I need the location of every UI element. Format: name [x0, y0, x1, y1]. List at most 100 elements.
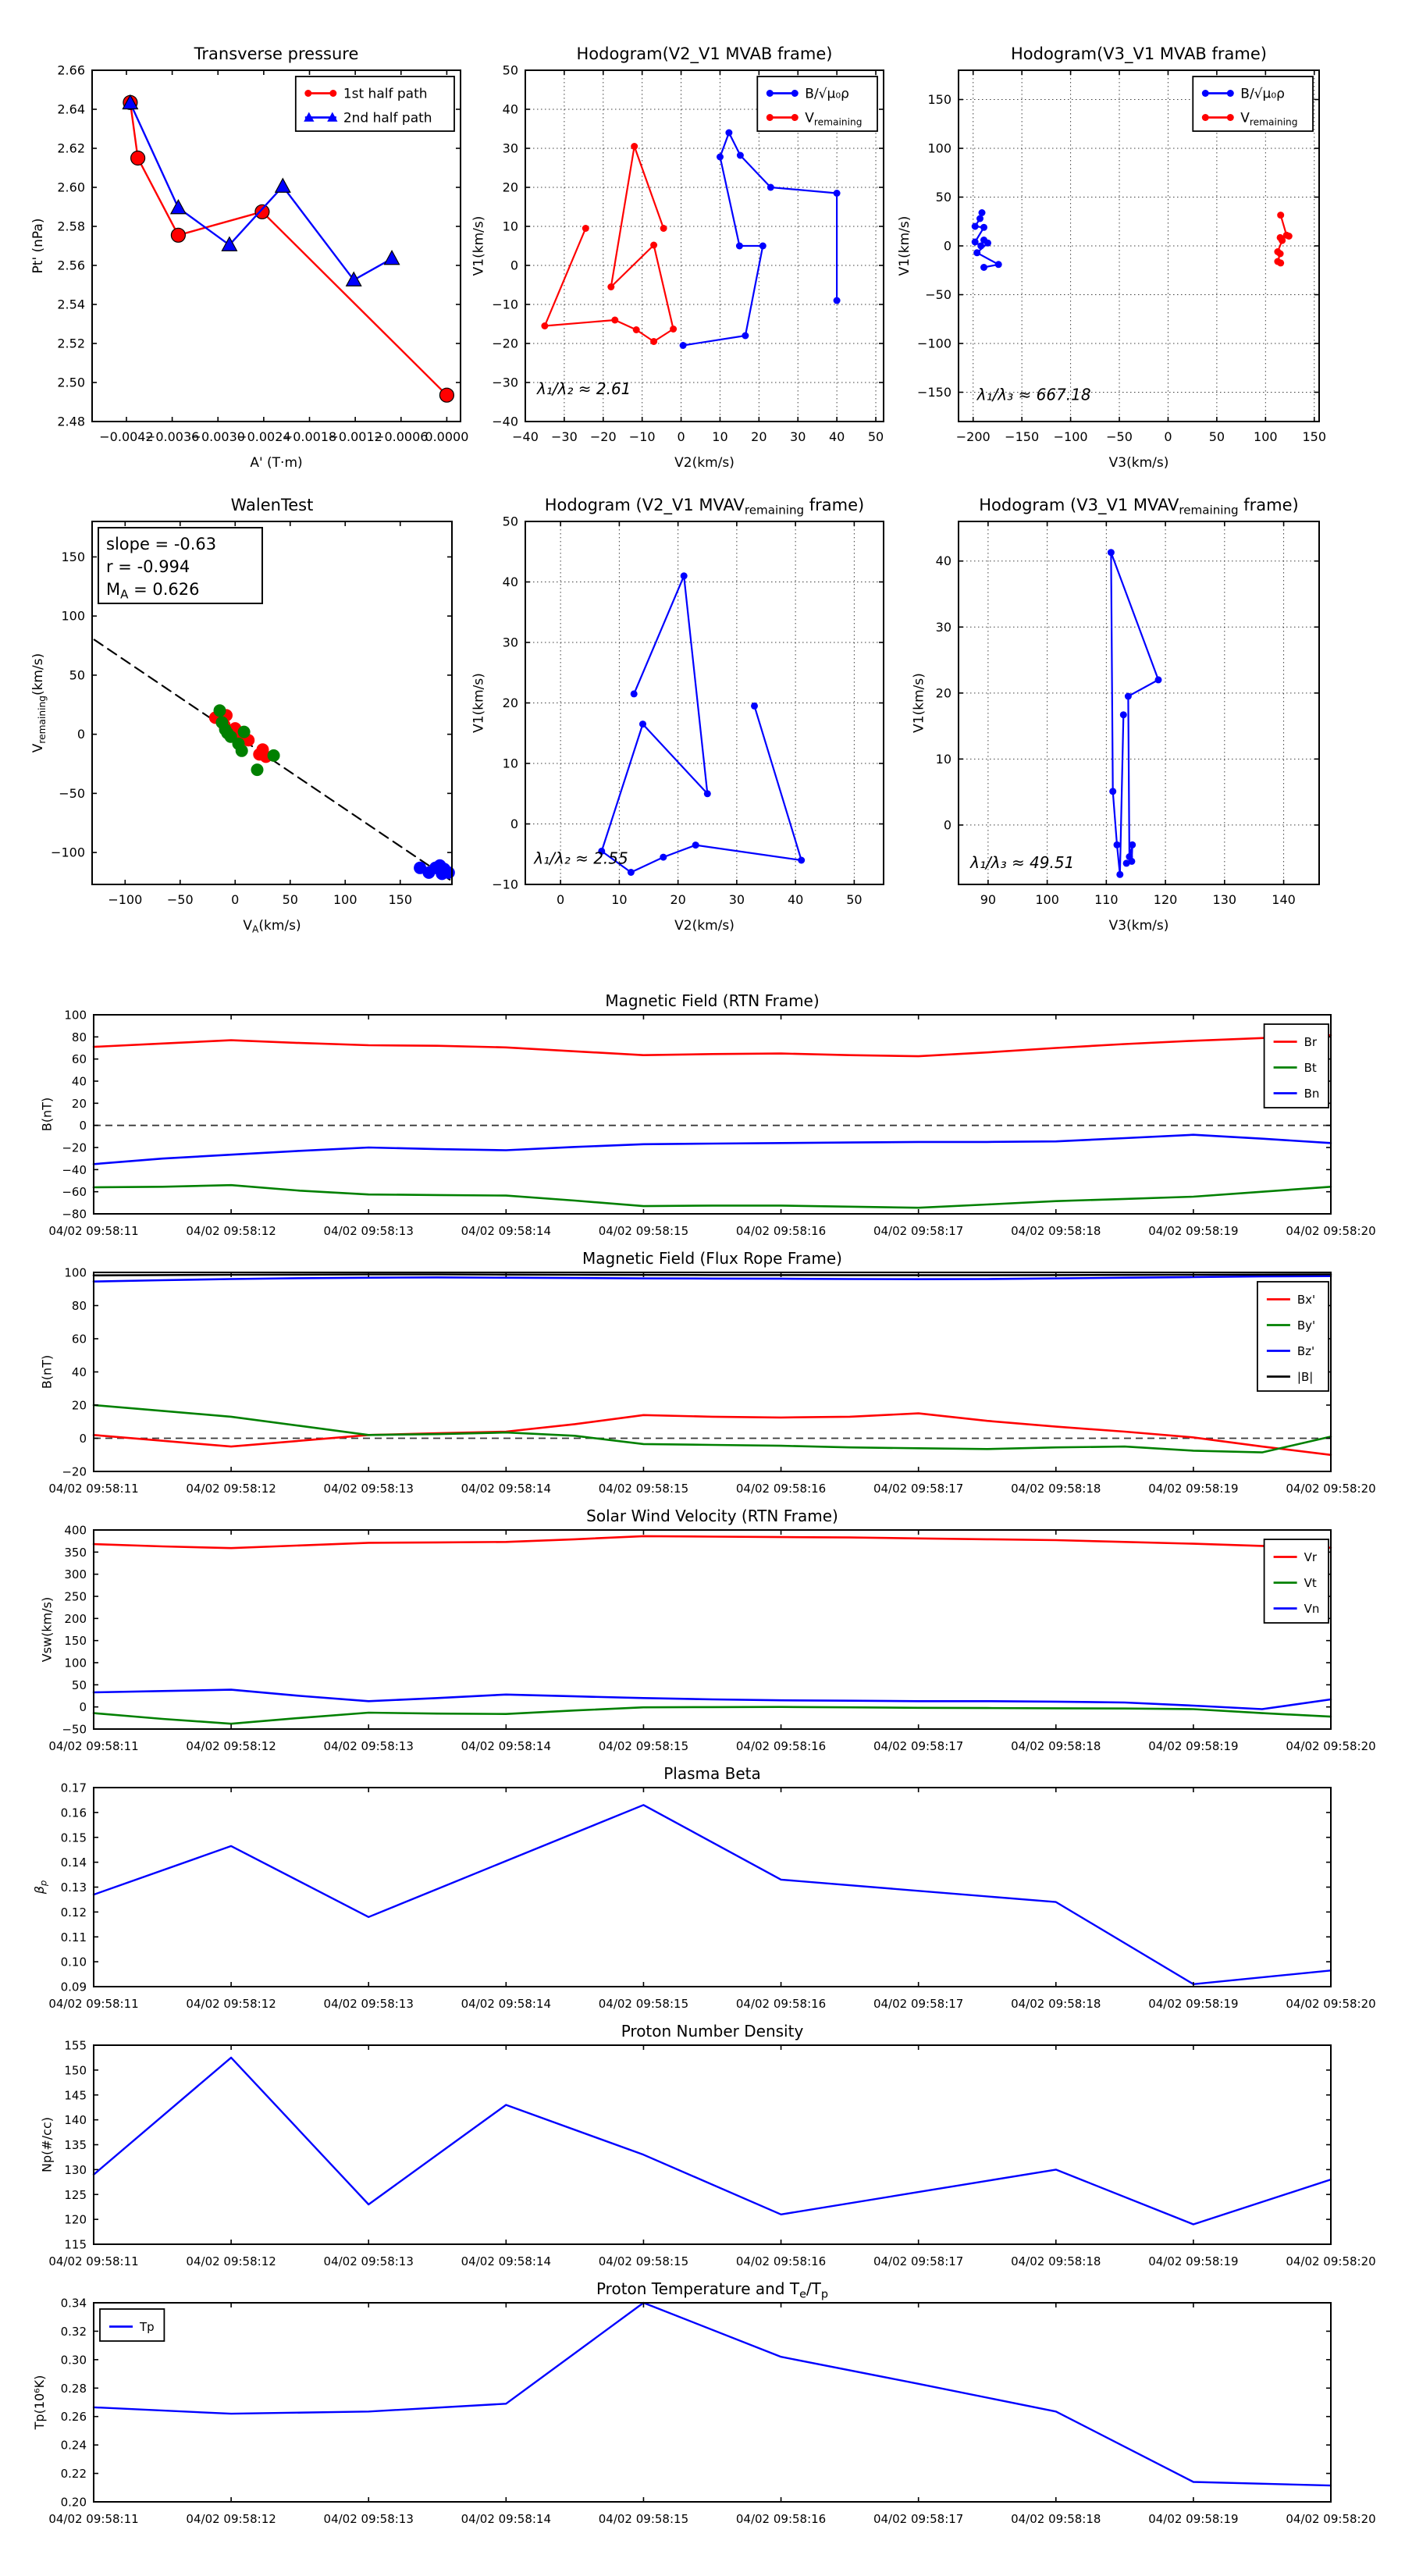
svg-text:Plasma Beta: Plasma Beta — [663, 1764, 761, 1783]
svg-text:0: 0 — [79, 1432, 87, 1446]
svg-text:A' (T·m): A' (T·m) — [250, 455, 302, 471]
svg-text:0.30: 0.30 — [61, 2353, 87, 2367]
svg-text:20: 20 — [503, 696, 518, 710]
svg-text:10: 10 — [936, 752, 951, 767]
svg-text:04/02 09:58:18: 04/02 09:58:18 — [1011, 2512, 1101, 2526]
svg-text:04/02 09:58:11: 04/02 09:58:11 — [48, 1482, 138, 1496]
svg-text:−50: −50 — [167, 892, 194, 907]
svg-text:50: 50 — [503, 63, 518, 78]
svg-text:20: 20 — [72, 1097, 87, 1111]
svg-text:−50: −50 — [59, 786, 85, 801]
svg-text:04/02 09:58:17: 04/02 09:58:17 — [873, 2254, 963, 2268]
svg-text:04/02 09:58:15: 04/02 09:58:15 — [599, 1739, 688, 1753]
svg-text:−100: −100 — [108, 892, 142, 907]
svg-text:Bx': Bx' — [1297, 1293, 1315, 1307]
svg-text:V1(km/s): V1(km/s) — [897, 216, 912, 276]
chart-magnetic-field-flux-rope: 04/02 09:58:11 04/02 09:58:12 04/02 09:58:… — [39, 1249, 1375, 1496]
chart-hodogram-v2v1-mvab: −40 −30 −20 −10 0 10 20 30 40 50 −40 −30 −20 −10 0 10 20… — [471, 44, 884, 471]
svg-text:04/02 09:58:16: 04/02 09:58:16 — [736, 1482, 826, 1496]
svg-text:04/02 09:58:12: 04/02 09:58:12 — [186, 1482, 276, 1496]
svg-text:−10: −10 — [492, 877, 518, 892]
svg-text:40: 40 — [788, 892, 803, 907]
svg-text:V1(km/s): V1(km/s) — [471, 216, 486, 276]
svg-text:04/02 09:58:14: 04/02 09:58:14 — [461, 1739, 551, 1753]
svg-text:10: 10 — [712, 429, 727, 444]
svg-text:04/02 09:58:17: 04/02 09:58:17 — [873, 1224, 963, 1238]
svg-text:−100: −100 — [1054, 429, 1088, 444]
svg-text:150: 150 — [64, 1634, 87, 1648]
svg-text:04/02 09:58:14: 04/02 09:58:14 — [461, 1482, 551, 1496]
svg-text:2.60: 2.60 — [57, 180, 85, 195]
svg-text:0.26: 0.26 — [61, 2410, 87, 2424]
svg-text:−40: −40 — [492, 415, 518, 429]
chart-solar-wind-velocity-rtn: 04/02 09:58:11 04/02 09:58:12 04/02 09:58:… — [39, 1507, 1375, 1753]
svg-text:04/02 09:58:20: 04/02 09:58:20 — [1286, 1739, 1375, 1753]
svg-text:WalenTest: WalenTest — [231, 496, 314, 514]
svg-text:2.62: 2.62 — [57, 141, 85, 156]
svg-text:Bn: Bn — [1304, 1087, 1320, 1101]
svg-text:−50: −50 — [925, 287, 951, 302]
svg-text:Hodogram(V2_V1 MVAB frame): Hodogram(V2_V1 MVAB frame) — [577, 44, 833, 64]
svg-text:120: 120 — [64, 2213, 87, 2227]
svg-text:Pt' (nPa): Pt' (nPa) — [30, 219, 46, 274]
svg-text:40: 40 — [503, 102, 518, 117]
svg-text:−40: −40 — [512, 429, 539, 444]
svg-text:04/02 09:58:16: 04/02 09:58:16 — [736, 2254, 826, 2268]
svg-text:Vremaining: Vremaining — [1240, 111, 1297, 128]
svg-text:−150: −150 — [917, 385, 951, 400]
svg-text:−0.0006: −0.0006 — [374, 429, 428, 444]
svg-text:04/02 09:58:13: 04/02 09:58:13 — [324, 2512, 414, 2526]
svg-text:Proton Temperature and Te/Tp: Proton Temperature and Te/Tp — [596, 2279, 828, 2300]
svg-text:100: 100 — [1254, 429, 1278, 444]
svg-text:0.22: 0.22 — [61, 2467, 87, 2481]
svg-text:Transverse pressure: Transverse pressure — [194, 44, 359, 63]
svg-text:−100: −100 — [51, 845, 85, 860]
svg-text:λ₁/λ₃ ≈ 49.51: λ₁/λ₃ ≈ 49.51 — [969, 853, 1074, 872]
svg-text:10: 10 — [503, 756, 518, 771]
svg-text:04/02 09:58:20: 04/02 09:58:20 — [1286, 1224, 1375, 1238]
svg-text:50: 50 — [846, 892, 862, 907]
svg-text:By': By' — [1297, 1318, 1315, 1332]
svg-text:04/02 09:58:11: 04/02 09:58:11 — [48, 2512, 138, 2526]
svg-text:50: 50 — [936, 190, 951, 205]
chart-magnetic-field-rtn: 04/02 09:58:11 04/02 09:58:12 04/02 09:58:… — [39, 991, 1375, 1238]
svg-text:0.15: 0.15 — [61, 1831, 87, 1845]
svg-text:04/02 09:58:12: 04/02 09:58:12 — [186, 1739, 276, 1753]
svg-text:B(nT): B(nT) — [39, 1098, 54, 1131]
svg-text:−60: −60 — [62, 1185, 87, 1199]
svg-text:B/√μ₀ρ: B/√μ₀ρ — [805, 87, 849, 102]
svg-text:40: 40 — [72, 1365, 87, 1379]
svg-text:−0.0042: −0.0042 — [99, 429, 153, 444]
svg-text:100: 100 — [1035, 892, 1059, 907]
chart-proton-temperature: 04/02 09:58:11 04/02 09:58:12 04/02 09:58:… — [32, 2279, 1375, 2526]
svg-text:04/02 09:58:16: 04/02 09:58:16 — [736, 1739, 826, 1753]
svg-text:0.28: 0.28 — [61, 2382, 87, 2396]
svg-text:0.09: 0.09 — [61, 1980, 87, 1994]
svg-text:0.20: 0.20 — [61, 2496, 87, 2510]
svg-text:−30: −30 — [492, 375, 518, 390]
svg-text:80: 80 — [72, 1030, 87, 1044]
svg-text:04/02 09:58:11: 04/02 09:58:11 — [48, 1997, 138, 2011]
svg-text:0: 0 — [231, 892, 239, 907]
svg-text:20: 20 — [751, 429, 767, 444]
svg-text:−0.0030: −0.0030 — [191, 429, 245, 444]
svg-text:Vremaining(km/s): Vremaining(km/s) — [30, 653, 48, 753]
svg-text:Proton Number Density: Proton Number Density — [621, 2022, 804, 2041]
svg-text:40: 40 — [72, 1075, 87, 1089]
svg-text:−0.0036: −0.0036 — [145, 429, 199, 444]
svg-text:04/02 09:58:19: 04/02 09:58:19 — [1148, 2254, 1238, 2268]
svg-text:0.16: 0.16 — [61, 1806, 87, 1820]
svg-text:Hodogram (V2_V1 MVAVremaining: Hodogram (V2_V1 MVAVremaining frame) — [545, 496, 865, 518]
svg-text:04/02 09:58:17: 04/02 09:58:17 — [873, 1739, 963, 1753]
svg-text:04/02 09:58:13: 04/02 09:58:13 — [324, 1739, 414, 1753]
svg-text:Br: Br — [1304, 1035, 1318, 1049]
svg-text:50: 50 — [72, 1678, 87, 1692]
svg-text:Vn: Vn — [1304, 1602, 1320, 1616]
svg-text:−30: −30 — [551, 429, 578, 444]
svg-text:04/02 09:58:19: 04/02 09:58:19 — [1148, 1739, 1238, 1753]
svg-text:04/02 09:58:11: 04/02 09:58:11 — [48, 1224, 138, 1238]
svg-text:04/02 09:58:18: 04/02 09:58:18 — [1011, 1997, 1101, 2011]
svg-text:−20: −20 — [62, 1465, 87, 1479]
